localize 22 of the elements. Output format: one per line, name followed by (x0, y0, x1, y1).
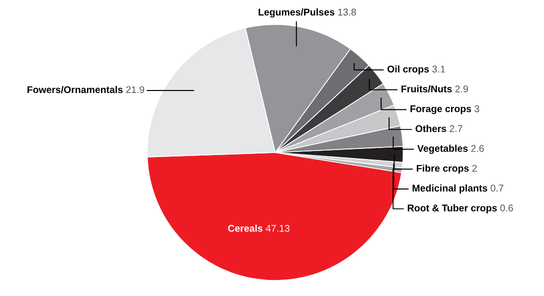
data-label: 2 (472, 164, 477, 172)
slice-label: Cereals (228, 224, 262, 232)
data-label: 2.7 (450, 125, 462, 132)
slice-label: Oil crops (387, 65, 429, 74)
data-label: 2.9 (455, 85, 468, 92)
data-label: 0.7 (490, 184, 504, 192)
data-label: 2.6 (471, 145, 484, 152)
data-label: 3.1 (432, 66, 445, 73)
slice-label: Fruits/Nuts (402, 85, 452, 92)
slice-label: Forage crops (410, 105, 472, 114)
data-label: 47.13 (266, 224, 290, 232)
slice-label: Vegetables (417, 144, 468, 154)
slice-label: Legumes/Pulses (258, 8, 334, 18)
data-label: 21.9 (126, 86, 144, 94)
slice-label: Fibre crops (416, 164, 469, 174)
data-label: 0.6 (500, 204, 513, 212)
slice-label: Root & Tuber crops (408, 204, 497, 214)
data-label: 3 (474, 105, 480, 112)
slice-label: Medicinal plants (412, 184, 488, 194)
data-label: 13.8 (338, 8, 356, 16)
slice-label: Others (416, 124, 446, 132)
slice-label: Fowers/Ornamentals (28, 86, 123, 94)
